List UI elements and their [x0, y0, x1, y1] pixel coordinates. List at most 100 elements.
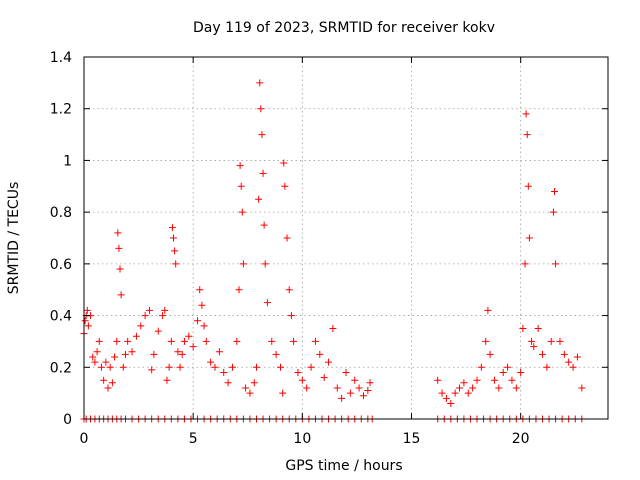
- data-point: [215, 348, 223, 356]
- data-point: [551, 187, 559, 195]
- data-point: [556, 337, 564, 345]
- data-point: [359, 392, 367, 400]
- data-point: [250, 379, 258, 387]
- data-point: [460, 379, 468, 387]
- axis-ticks: 0 0.2 0.4 0.6 0.8 1 1.2 1.4 0 5 10 15 20: [50, 50, 608, 447]
- data-point: [565, 358, 573, 366]
- data-point: [260, 221, 268, 229]
- data-point: [114, 229, 122, 237]
- data-point: [329, 325, 337, 332]
- x-tick-label: 20: [512, 431, 530, 447]
- data-point: [519, 325, 527, 332]
- data-point: [294, 368, 302, 376]
- data-point: [106, 363, 114, 371]
- data-point: [560, 350, 568, 358]
- data-point: [91, 358, 99, 366]
- data-point: [290, 337, 298, 345]
- data-point: [113, 337, 121, 345]
- data-point: [552, 260, 560, 268]
- data-point: [119, 363, 127, 371]
- data-point: [257, 105, 265, 113]
- data-point: [346, 389, 354, 397]
- data-point: [128, 348, 136, 356]
- data-point: [170, 234, 178, 242]
- data-point: [573, 353, 581, 361]
- data-point: [473, 376, 481, 384]
- data-point: [237, 182, 245, 190]
- data-point: [180, 337, 188, 345]
- plot-frame: [83, 56, 609, 420]
- data-point: [89, 353, 97, 361]
- data-point: [469, 384, 477, 392]
- data-point: [320, 374, 328, 382]
- data-point: [528, 337, 536, 345]
- data-point: [272, 350, 280, 358]
- data-point: [484, 306, 492, 314]
- data-point: [263, 299, 271, 307]
- data-point: [165, 363, 173, 371]
- data-point: [543, 363, 551, 371]
- data-point: [207, 358, 215, 366]
- data-point: [279, 389, 287, 397]
- data-point: [258, 131, 266, 139]
- data-point: [355, 384, 363, 392]
- data-point: [512, 384, 520, 392]
- data-point: [504, 363, 512, 371]
- data-point: [117, 291, 125, 299]
- y-tick-label: 0: [63, 412, 72, 428]
- data-point: [211, 363, 219, 371]
- x-tick-label: 5: [189, 431, 198, 447]
- data-point: [525, 234, 533, 242]
- data-point: [482, 337, 490, 345]
- data-point: [102, 358, 110, 366]
- data-point: [364, 387, 372, 395]
- data-point: [287, 312, 295, 320]
- data-point: [176, 363, 184, 371]
- grid: [84, 57, 608, 419]
- y-tick-label: 0.2: [50, 360, 72, 376]
- data-point: [185, 332, 193, 340]
- data-point: [569, 363, 577, 371]
- data-point: [434, 376, 442, 384]
- data-point: [547, 337, 555, 345]
- data-point: [202, 337, 210, 345]
- data-point: [303, 384, 311, 392]
- x-tick-label: 15: [403, 431, 421, 447]
- data-point: [233, 337, 241, 345]
- data-point: [150, 350, 158, 358]
- data-point: [189, 343, 197, 351]
- data-point: [124, 337, 132, 345]
- data-point: [132, 332, 140, 340]
- data-point: [456, 384, 464, 392]
- x-tick-label: 10: [293, 431, 311, 447]
- data-point: [307, 363, 315, 371]
- data-point: [224, 379, 232, 387]
- data-point: [108, 379, 116, 387]
- data-point: [198, 301, 206, 309]
- data-point: [316, 350, 324, 358]
- data-point: [549, 208, 557, 216]
- data-point: [522, 110, 530, 118]
- data-point: [464, 389, 472, 397]
- data-point: [508, 376, 516, 384]
- data-point: [495, 384, 503, 392]
- data-point: [530, 343, 538, 351]
- data-point: [168, 224, 176, 232]
- data-points: [80, 79, 586, 423]
- x-tick-label: 0: [80, 431, 89, 447]
- data-point: [477, 363, 485, 371]
- chart-title: Day 119 of 2023, SRMTID for receiver kok…: [193, 20, 495, 36]
- data-point: [228, 363, 236, 371]
- data-point: [172, 260, 180, 268]
- data-point: [333, 384, 341, 392]
- data-point: [116, 265, 124, 273]
- data-point: [517, 368, 525, 376]
- data-point: [148, 366, 156, 374]
- data-point: [351, 376, 359, 384]
- data-point: [539, 350, 546, 358]
- data-point: [438, 389, 446, 397]
- data-point: [95, 337, 103, 345]
- data-point: [194, 317, 202, 325]
- data-point: [499, 368, 507, 376]
